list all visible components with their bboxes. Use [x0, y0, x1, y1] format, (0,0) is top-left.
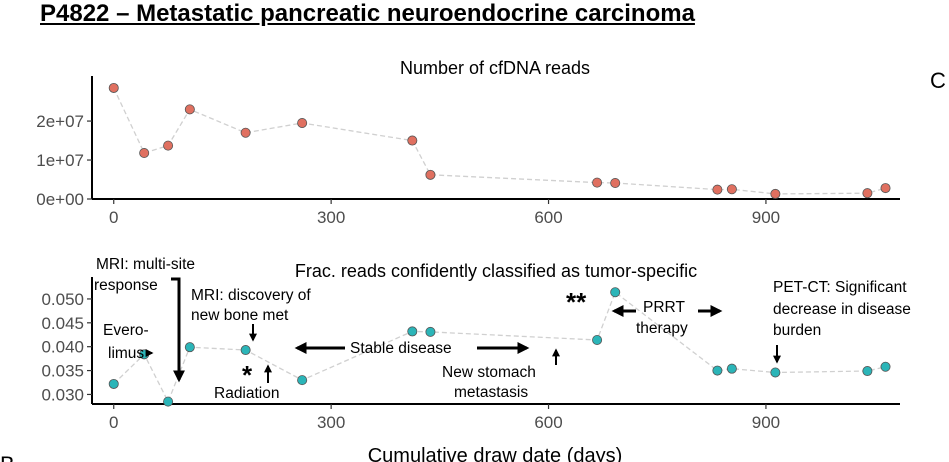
annotation-mri-discovery-2: new bone met — [191, 307, 289, 324]
bottom-data-point — [770, 367, 781, 378]
annotation-petct-2: decrease in disease — [773, 301, 911, 318]
top-x-tick-label: 600 — [534, 208, 562, 227]
top-data-point — [862, 188, 873, 199]
top-data-point — [770, 188, 781, 199]
tumor-fraction-panel: Frac. reads confidently classified as tu… — [41, 256, 910, 462]
top-data-point — [592, 177, 603, 188]
top-data-point — [712, 184, 723, 195]
bottom-x-tick-label: 0 — [109, 413, 118, 432]
top-x-tick-label: 300 — [317, 208, 345, 227]
bottom-data-point — [425, 326, 436, 337]
bottom-data-point — [610, 287, 621, 298]
bottom-y-tick-label: 0.045 — [41, 314, 84, 333]
bottom-data-point — [712, 365, 723, 376]
top-y-tick-label: 2e+07 — [36, 112, 84, 131]
page-title: P4822 – Metastatic pancreatic neuroendoc… — [40, 0, 695, 27]
top-data-point — [880, 183, 891, 194]
cfdna-reads-panel: Number of cfDNA reads 0e+00 1e+07 2e+07 0 30… — [36, 58, 900, 227]
bottom-data-point — [862, 366, 873, 377]
bottom-data-point — [726, 363, 737, 374]
top-y-tick-label: 0e+00 — [36, 190, 84, 209]
bottom-data-point — [880, 361, 891, 372]
bottom-data-point — [297, 375, 308, 386]
annotation-stable-disease: Stable disease — [350, 340, 452, 357]
bottom-data-point — [163, 396, 174, 407]
annotation-new-stomach-2: metastasis — [454, 384, 528, 401]
bottom-x-tick-label: 900 — [752, 413, 780, 432]
top-x-tick-label: 900 — [752, 208, 780, 227]
bottom-data-point — [407, 326, 418, 337]
top-data-point — [184, 104, 195, 115]
top-data-point — [297, 118, 308, 129]
bottom-data-point — [108, 378, 119, 389]
top-data-point — [425, 169, 436, 180]
bottom-x-tick-label: 300 — [317, 413, 345, 432]
annotation-new-stomach-1: New stomach — [442, 364, 536, 381]
top-data-point — [240, 127, 251, 138]
bottom-x-tick-label: 600 — [534, 413, 562, 432]
bottom-data-point — [184, 342, 195, 353]
top-data-point — [108, 82, 119, 93]
annotation-everolimus-1: Evero- — [103, 322, 149, 339]
bottom-data-point — [240, 345, 251, 356]
bottom-panel-title: Frac. reads confidently classified as tu… — [295, 261, 697, 281]
top-data-point — [139, 148, 150, 159]
annotation-radiation: Radiation — [214, 385, 280, 402]
bottom-y-tick-label: 0.050 — [41, 290, 84, 309]
arrow-mri-multisite — [171, 277, 185, 383]
top-connector-line — [113, 87, 886, 195]
top-data-point — [163, 140, 174, 151]
bottom-y-tick-label: 0.035 — [41, 362, 84, 381]
annotations: MRI: multi-site response Evero- limus MR… — [94, 256, 911, 402]
annotation-mri-discovery-1: MRI: discovery of — [191, 287, 311, 304]
top-panel-title: Number of cfDNA reads — [400, 58, 590, 78]
top-data-point — [610, 178, 621, 189]
top-data-point — [726, 184, 737, 195]
annotation-petct-1: PET-CT: Significant — [773, 279, 907, 296]
bottom-y-tick-label: 0.030 — [41, 385, 84, 404]
panel-letter-b: B — [0, 452, 15, 462]
annotation-mri-multisite: MRI: multi-site — [96, 256, 195, 273]
annotation-double-star: ** — [566, 287, 587, 317]
top-x-tick-label: 0 — [109, 208, 118, 227]
bottom-y-tick-label: 0.040 — [41, 338, 84, 357]
annotation-response: response — [94, 277, 158, 294]
bottom-data-point — [592, 335, 603, 346]
top-data-point — [407, 135, 418, 146]
x-axis-label: Cumulative draw date (days) — [368, 445, 623, 462]
annotation-single-star: * — [242, 360, 253, 390]
top-y-tick-label: 1e+07 — [36, 151, 84, 170]
annotation-prrt-1: PRRT — [643, 299, 685, 316]
panel-letter-c: C — [930, 68, 946, 93]
annotation-everolimus-2: limus — [108, 345, 144, 362]
annotation-petct-3: burden — [773, 322, 821, 339]
annotation-prrt-2: therapy — [636, 320, 688, 337]
